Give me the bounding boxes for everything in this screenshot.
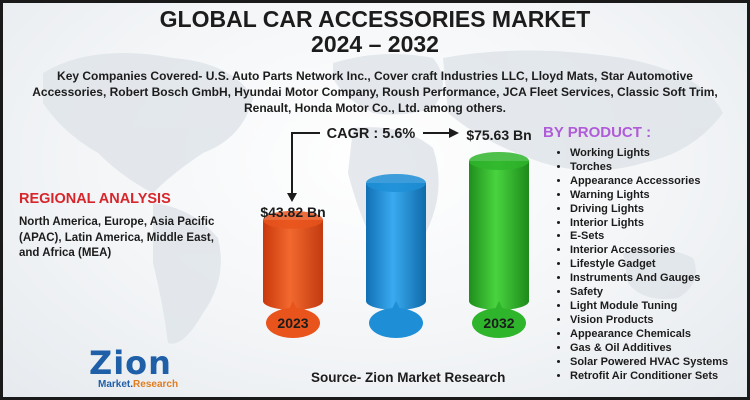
bar-body <box>263 219 323 310</box>
product-list-item: Retrofit Air Conditioner Sets <box>570 370 728 384</box>
bar-top <box>366 174 426 192</box>
cagr-arrows <box>291 132 451 195</box>
arrow-right-icon <box>449 128 459 138</box>
product-list-item: Instruments And Gauges <box>570 272 728 286</box>
year-drop-label: 2032 <box>472 301 526 338</box>
product-list-item: Appearance Chemicals <box>570 328 728 342</box>
bar-middle <box>366 174 426 310</box>
logo-sub-b: Research <box>133 379 179 390</box>
product-list-item: Light Module Tuning <box>570 300 728 314</box>
product-list: Working LightsTorchesAppearance Accessor… <box>556 147 728 383</box>
product-list-item: Driving Lights <box>570 203 728 217</box>
product-list-item: Vision Products <box>570 314 728 328</box>
bar-2032 <box>469 152 529 310</box>
logo-sub-a: Market <box>98 379 131 390</box>
regional-analysis-title: REGIONAL ANALYSIS <box>19 191 171 207</box>
product-list-item: Lifestyle Gadget <box>570 258 728 272</box>
product-list-item: Working Lights <box>570 147 728 161</box>
year-drop-label <box>369 301 423 338</box>
product-list-item: Torches <box>570 161 728 175</box>
bar-body <box>469 161 529 310</box>
product-list-item: Interior Accessories <box>570 244 728 258</box>
title-line-2: 2024 – 2032 <box>311 31 439 57</box>
product-list-item: Gas & Oil Additives <box>570 342 728 356</box>
product-list-item: Warning Lights <box>570 189 728 203</box>
regional-analysis-text: North America, Europe, Asia Pacific (APA… <box>19 216 215 259</box>
bar-2023 <box>263 210 323 310</box>
bar-top <box>263 210 323 229</box>
key-companies-text: Key Companies Covered- U.S. Auto Parts N… <box>32 69 718 115</box>
bar-top <box>469 152 529 170</box>
product-list-item: Safety <box>570 286 728 300</box>
market-cylinder-chart: 2023 $43.82 Bn 2032 $75.63 Bn CAGR : 5.6% <box>260 126 532 338</box>
category-label: 2032 <box>483 315 514 331</box>
logo-brand: Zion <box>89 344 172 382</box>
product-list-item: Appearance Accessories <box>570 175 728 189</box>
product-list-item: Solar Powered HVAC Systems <box>570 356 728 370</box>
year-drop-label: 2023 <box>266 301 320 338</box>
arrow-down-icon <box>287 193 297 202</box>
logo-subtitle: Market.Research <box>98 379 179 390</box>
category-label: 2023 <box>277 315 308 331</box>
zion-logo: Zion Market.Research <box>89 346 189 396</box>
cagr-label: CAGR : 5.6% <box>327 126 416 142</box>
source-text: Source- Zion Market Research <box>311 370 506 385</box>
data-label: $43.82 Bn <box>260 204 325 220</box>
product-list-item: Interior Lights <box>570 217 728 231</box>
title-line-1: GLOBAL CAR ACCESSORIES MARKET <box>159 6 591 32</box>
product-list-item: E-Sets <box>570 230 728 244</box>
page-title: GLOBAL CAR ACCESSORIES MARKET 2024 – 203… <box>3 7 747 57</box>
data-label: $75.63 Bn <box>466 127 531 143</box>
bar-body <box>366 183 426 310</box>
by-product-title: BY PRODUCT : <box>543 124 652 141</box>
